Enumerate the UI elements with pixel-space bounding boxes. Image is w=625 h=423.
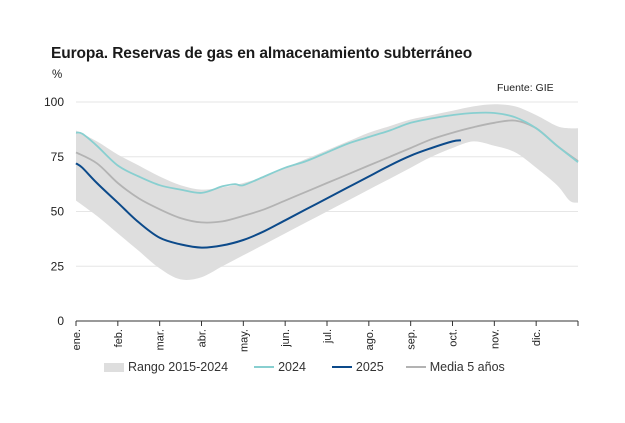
x-tick-label: nov. [489,329,501,349]
legend-item-2024: 2024 [254,360,306,374]
y-tick-label: 25 [51,259,65,273]
range-band-area [76,104,578,280]
legend-swatch-2025 [331,366,352,368]
legend-item-2025: 2025 [331,360,384,374]
legend-swatch-avg5 [405,366,426,368]
y-axis-unit: % [52,69,62,81]
x-tick-label: jun. [280,329,292,348]
legend-label-2025: 2025 [355,360,384,374]
series-line-2024 [75,111,579,194]
x-tick-label: abr. [197,329,209,347]
series-line-avg5 [75,119,579,224]
x-tick-label: dic. [531,329,543,346]
axes: 0 25 50 75 100 ene. feb. mar. abr. may. jun. jul. ag… [44,95,579,352]
legend-item-avg5: Media 5 años [405,360,505,374]
y-tick-label: 0 [57,314,64,328]
x-tick-label: sep. [406,329,418,350]
x-tick-label: jul. [322,329,334,344]
legend-swatch-band [104,362,124,372]
legend-label-2024: 2024 [278,360,306,374]
x-tick-label: may. [238,329,250,352]
series-line-2025 [75,139,462,249]
y-tick-label: 75 [51,150,65,164]
y-tick-label: 100 [44,95,64,109]
x-tick-label: feb. [113,329,125,347]
legend-item-band: Rango 2015-2024 [104,360,228,374]
x-tick-label: ene. [71,329,83,350]
legend-label-band: Rango 2015-2024 [128,360,229,374]
range-band-layer [76,104,578,280]
series-lines-layer [75,111,579,249]
x-tick-label: ago. [364,329,376,350]
x-tick-label: mar. [155,329,167,350]
x-tick-label: oct. [448,329,460,347]
chart-title: Europa. Reservas de gas en almacenamient… [51,45,473,62]
legend: Rango 2015-2024 2024 2025 Media 5 años [104,360,505,374]
y-tick-label: 50 [51,205,65,219]
legend-swatch-2024 [254,366,275,368]
source-note: Fuente: GIE [497,82,554,94]
legend-label-avg5: Media 5 años [429,360,505,374]
